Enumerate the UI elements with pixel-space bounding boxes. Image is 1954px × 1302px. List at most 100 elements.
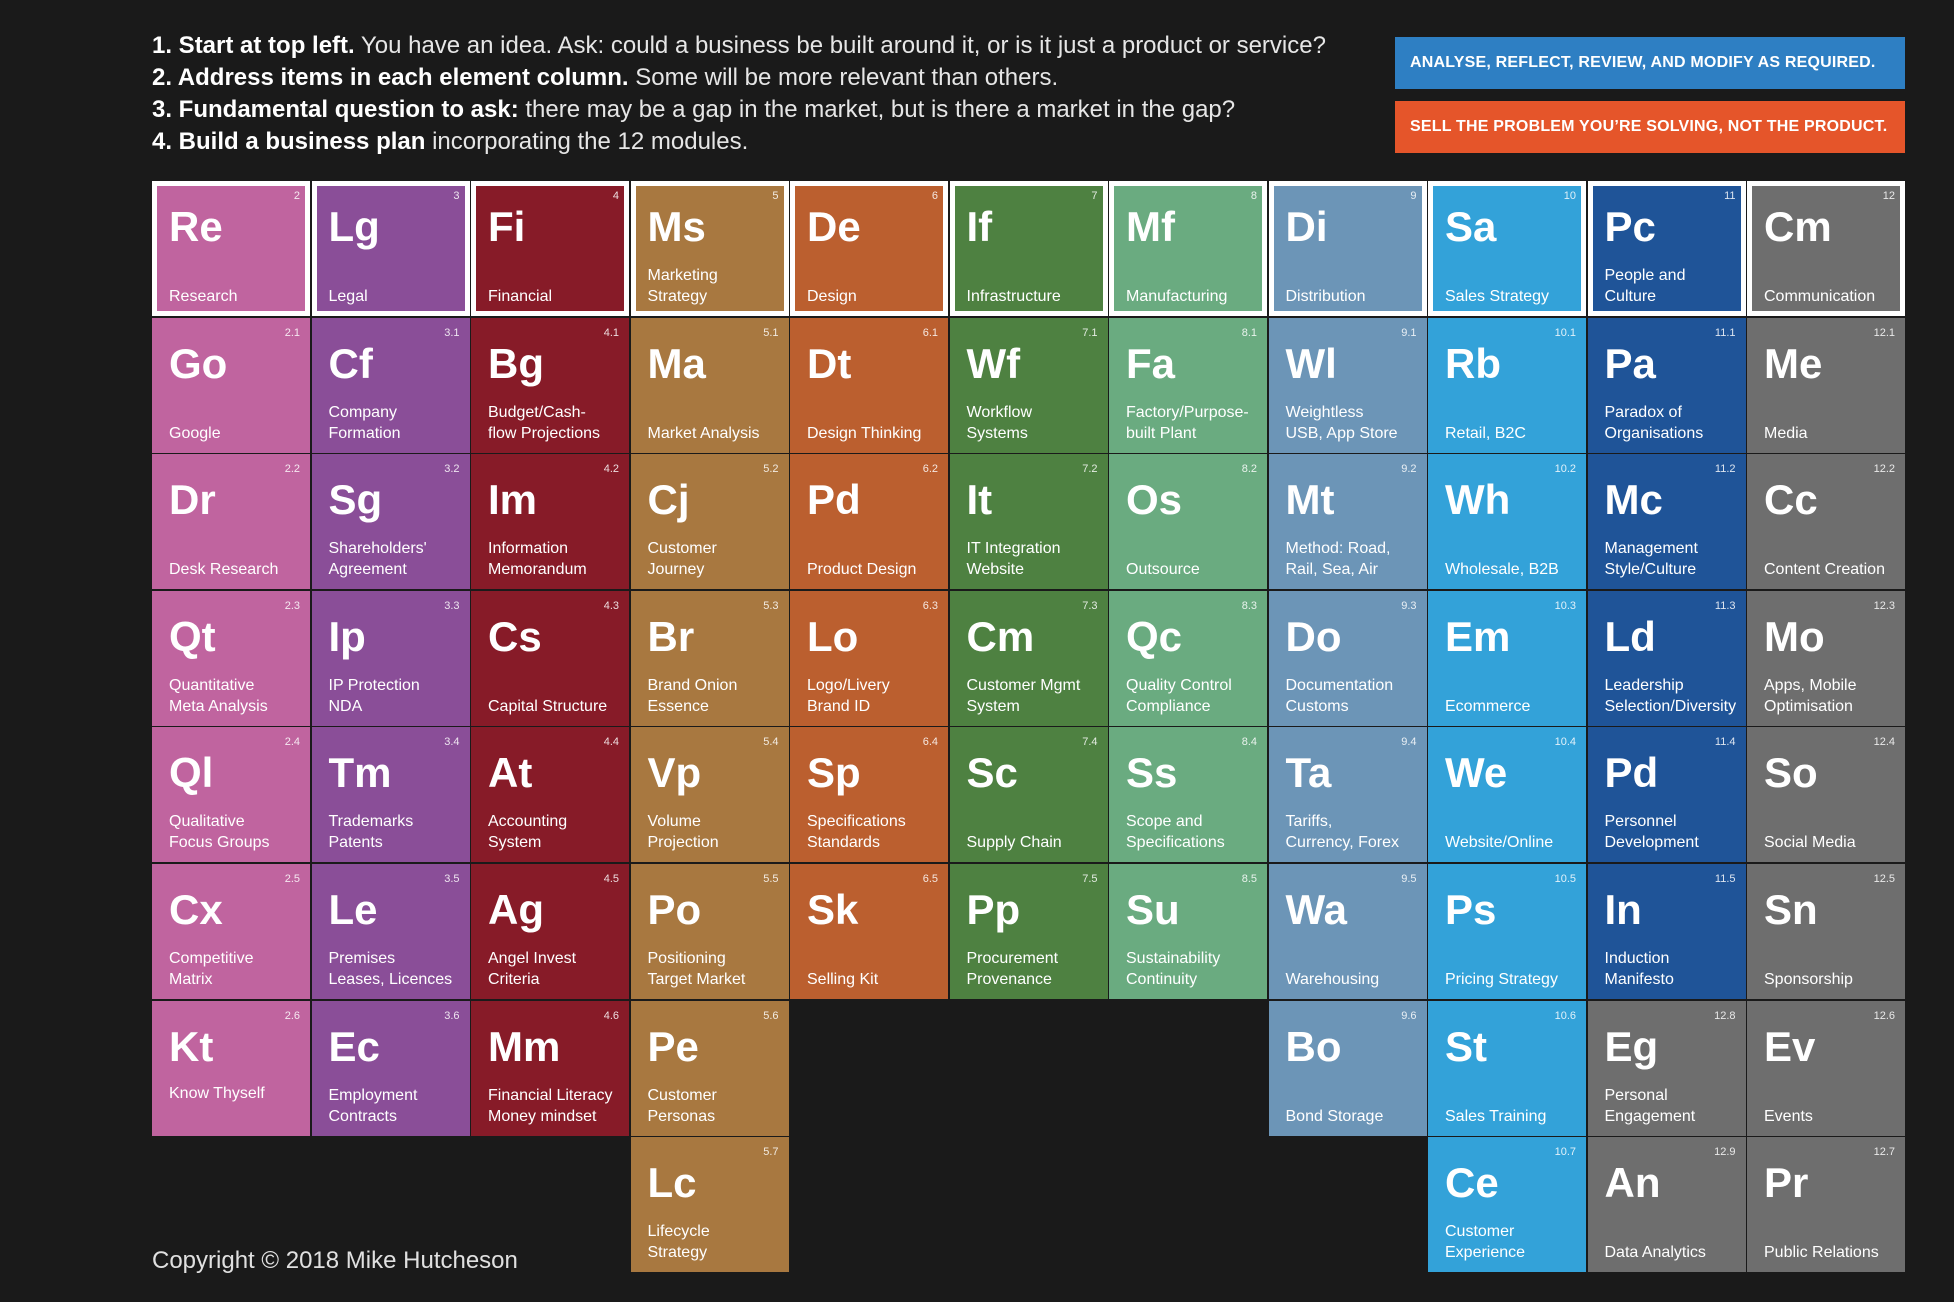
element-cell-at: 4.4 At Accounting System xyxy=(471,727,629,863)
element-number: 9.2 xyxy=(1401,463,1417,476)
element-symbol: Lg xyxy=(328,203,380,250)
element-symbol: If xyxy=(966,203,993,250)
element-name: Financial Literacy Money mindset xyxy=(488,1086,613,1125)
element-symbol: Ld xyxy=(1604,612,1656,660)
element-name: Sales Strategy xyxy=(1445,288,1550,305)
element-name: Paradox of Organisations xyxy=(1604,403,1704,442)
element-number: 9.4 xyxy=(1401,736,1417,749)
element-cell-bg: 4.1 Bg Budget/Cash- flow Projections xyxy=(471,317,629,453)
element-symbol: Fa xyxy=(1126,339,1176,387)
element-number: 3.2 xyxy=(444,463,460,476)
element-number: 12.8 xyxy=(1714,1009,1736,1022)
element-symbol: Ag xyxy=(488,886,544,933)
element-cell-wa: 9.5 Wa Warehousing xyxy=(1268,864,1427,999)
element-cell-qt: 2.3 Qt Quantitative Meta Analysis xyxy=(152,590,310,726)
element-cell-sk: 6.5 Sk Selling Kit xyxy=(790,864,948,999)
element-name: Customer Mgmt System xyxy=(966,676,1081,715)
element-name: Customer Journey xyxy=(647,540,717,579)
element-number: 3.4 xyxy=(444,736,460,749)
element-symbol: Su xyxy=(1126,886,1180,933)
element-symbol: Cf xyxy=(328,339,373,387)
element-symbol: Lc xyxy=(647,1159,697,1207)
element-symbol: Eg xyxy=(1604,1022,1659,1070)
element-cell-vp: 5.4 Vp Volume Projection xyxy=(630,727,789,863)
element-symbol: Sp xyxy=(807,749,861,797)
column-header-if: 7 If Infrastructure xyxy=(949,181,1108,316)
element-symbol: Pr xyxy=(1764,1159,1809,1207)
element-cell-wh: 10.2 Wh Wholesale, B2B xyxy=(1428,454,1586,590)
element-name: Premises Leases, Licences xyxy=(328,950,453,988)
element-number: 11.1 xyxy=(1714,326,1736,339)
element-cell-os: 8.2 Os Outsource xyxy=(1109,454,1267,590)
element-cell-eg: 12.8 Eg Personal Engagement xyxy=(1587,1000,1746,1136)
element-cell-qc: 8.3 Qc Quality Control Compliance xyxy=(1109,590,1267,726)
element-number: 3 xyxy=(453,190,460,202)
element-number: 3.5 xyxy=(444,873,460,885)
analyse-banner: ANALYSE, REFLECT, REVIEW, AND MODIFY AS … xyxy=(1395,37,1905,89)
element-number: 3.1 xyxy=(444,326,460,339)
element-number: 5.1 xyxy=(763,326,779,339)
element-cell-mc: 11.2 Mc Management Style/Culture xyxy=(1587,454,1746,590)
element-name: Brand Onion Essence xyxy=(647,676,738,715)
element-number: 10.3 xyxy=(1554,599,1576,612)
element-cell-cs: 4.3 Cs Capital Structure xyxy=(471,590,629,726)
element-symbol: We xyxy=(1445,749,1508,797)
element-number: 9 xyxy=(1410,190,1417,202)
element-cell-ag: 4.5 Ag Angel Invest Criteria xyxy=(471,864,629,999)
element-name: Supply Chain xyxy=(966,834,1062,852)
element-name: Documentation Customs xyxy=(1285,676,1394,715)
element-name: Management Style/Culture xyxy=(1604,540,1698,579)
element-symbol: Ms xyxy=(647,203,706,250)
element-cell-fa: 8.1 Fa Factory/Purpose- built Plant xyxy=(1109,317,1267,453)
element-number: 2.3 xyxy=(284,599,300,612)
element-symbol: Pd xyxy=(807,476,861,524)
element-name: IP Protection NDA xyxy=(328,676,420,715)
element-symbol: Mc xyxy=(1604,476,1663,524)
element-symbol: Wl xyxy=(1285,339,1337,387)
element-cell-mo: 12.3 Mo Apps, Mobile Optimisation xyxy=(1747,590,1905,726)
element-symbol: Os xyxy=(1126,476,1183,524)
element-number: 12.5 xyxy=(1873,873,1895,885)
element-symbol: Po xyxy=(647,886,702,933)
element-cell-rb: 10.1 Rb Retail, B2C xyxy=(1428,317,1586,453)
element-cell-ev: 12.6 Ev Events xyxy=(1747,1000,1905,1136)
element-cell-lc: 5.7 Lc Lifecycle Strategy xyxy=(630,1137,789,1273)
element-cell-pp: 7.5 Pp Procurement Provenance xyxy=(949,864,1108,999)
element-name: Apps, Mobile Optimisation xyxy=(1764,676,1857,715)
instruction-3-bold: 3. Fundamental question to ask: xyxy=(152,96,519,123)
element-number: 2.5 xyxy=(284,873,300,885)
element-symbol: Sn xyxy=(1764,886,1818,933)
element-cell-ec: 3.6 Ec Employment Contracts xyxy=(311,1000,470,1136)
element-cell-pd: 11.4 Pd Personnel Development xyxy=(1587,727,1746,863)
element-symbol: Ce xyxy=(1445,1159,1499,1207)
element-symbol: Le xyxy=(328,886,378,933)
element-number: 6 xyxy=(931,190,938,202)
element-cell-we: 10.4 We Website/Online xyxy=(1428,727,1586,863)
instruction-4-text: incorporating the 12 modules. xyxy=(425,128,749,155)
element-cell-ta: 9.4 Ta Tariffs, Currency, Forex xyxy=(1268,727,1427,863)
element-cell-pa: 11.1 Pa Paradox of Organisations xyxy=(1587,317,1746,453)
element-name: Procurement Provenance xyxy=(966,950,1059,988)
element-cell-me: 12.1 Me Media xyxy=(1747,317,1905,453)
element-number: 8 xyxy=(1250,190,1257,202)
column-header-de: 6 De Design xyxy=(790,181,948,316)
element-name: Capital Structure xyxy=(488,697,608,715)
element-name: Specifications Standards xyxy=(807,813,906,852)
element-symbol: Rb xyxy=(1445,339,1501,387)
element-number: 7 xyxy=(1091,190,1098,202)
element-number: 11 xyxy=(1724,190,1736,202)
element-symbol: Em xyxy=(1445,612,1511,660)
element-symbol: Pd xyxy=(1604,749,1659,797)
element-symbol: Cm xyxy=(966,612,1035,660)
element-symbol: Kt xyxy=(169,1022,214,1070)
element-name: Scope and Specifications xyxy=(1126,813,1225,852)
element-symbol: Do xyxy=(1285,612,1342,660)
instructions: 1. Start at top left. You have an idea. … xyxy=(152,30,1332,158)
element-name: Communication xyxy=(1764,288,1876,305)
element-symbol: Vp xyxy=(647,749,702,797)
column-header-fi: 4 Fi Financial xyxy=(471,181,629,316)
element-name: Lifecycle Strategy xyxy=(647,1223,710,1262)
element-cell-bo: 9.6 Bo Bond Storage xyxy=(1268,1000,1427,1136)
element-name: Product Design xyxy=(807,561,917,579)
element-number: 4.1 xyxy=(603,326,619,339)
